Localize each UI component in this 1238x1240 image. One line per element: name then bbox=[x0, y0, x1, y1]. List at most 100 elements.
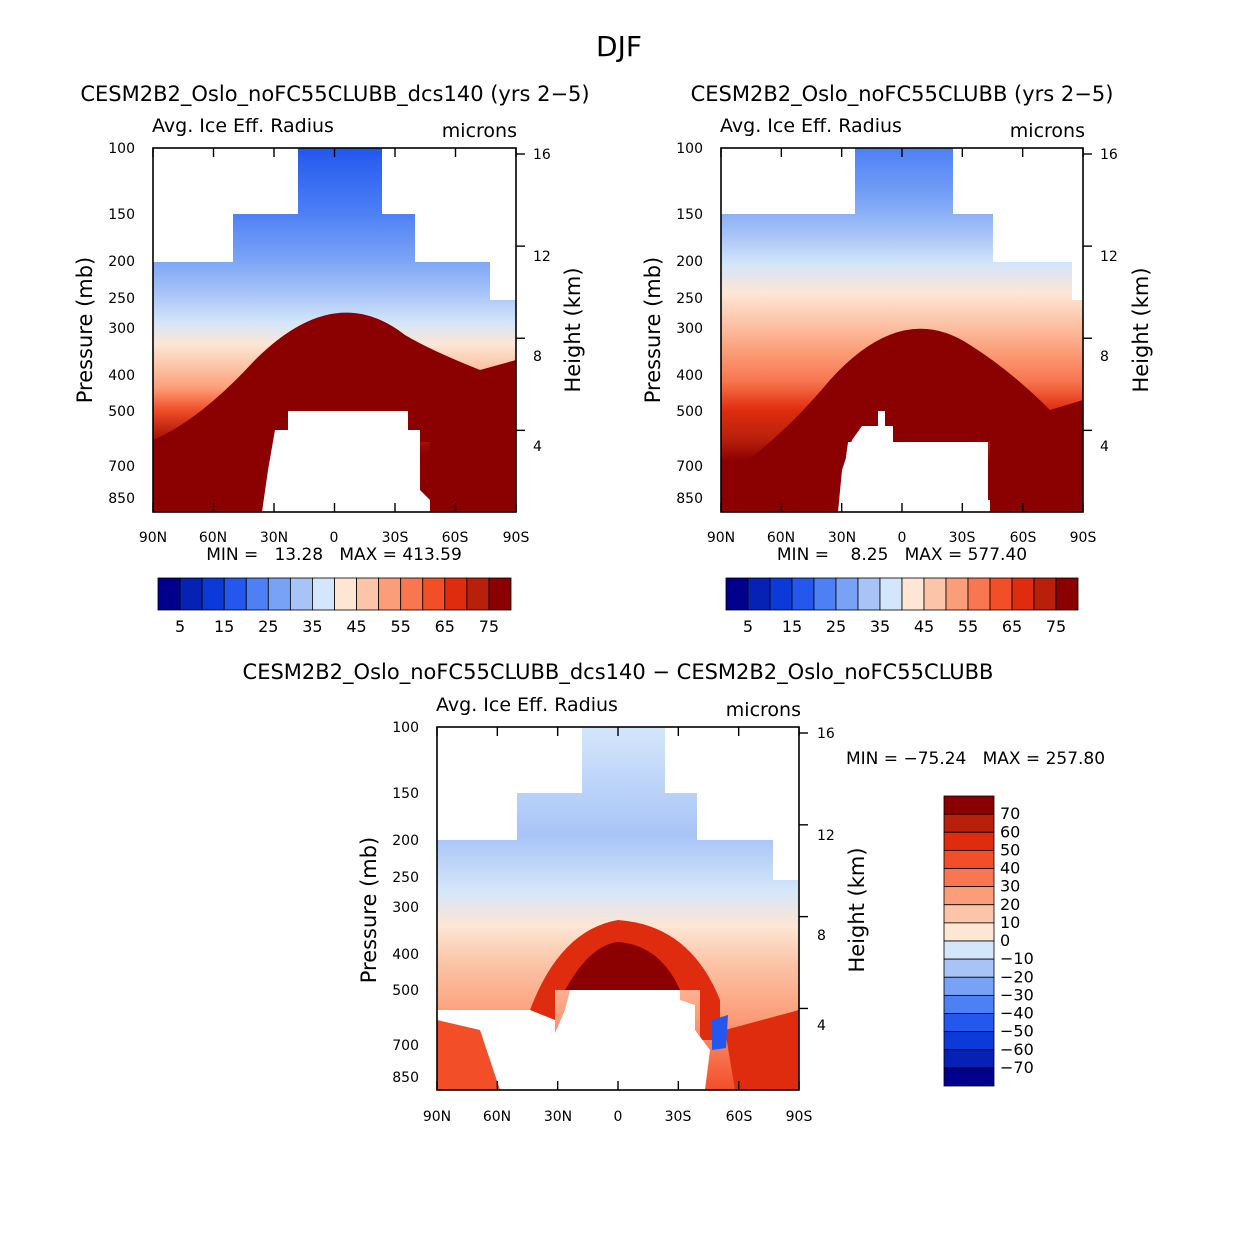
panel-3-lower-left-warm bbox=[437, 1020, 500, 1090]
colorbar-label: 55 bbox=[391, 617, 411, 636]
colorbar-swatch bbox=[945, 577, 969, 611]
panel-3-y-tick: 250 bbox=[392, 870, 419, 886]
panel-3-y-tick: 850 bbox=[392, 1070, 419, 1086]
panel-2-variable-label: Avg. Ice Eff. Radius bbox=[720, 115, 902, 137]
panel-2-x-tick: 0 bbox=[898, 530, 907, 546]
colorbar-label: 5 bbox=[743, 617, 753, 636]
panel-2-y-tick: 500 bbox=[676, 404, 703, 420]
colorbar-label: 0 bbox=[1000, 931, 1010, 950]
colorbar-swatch bbox=[400, 577, 424, 611]
panel-2-y-tick: 100 bbox=[676, 141, 703, 157]
panel-3-title: CESM2B2_Oslo_noFC55CLUBB_dcs140 − CESM2B… bbox=[243, 660, 994, 685]
panel-3-x-tick: 0 bbox=[614, 1109, 623, 1125]
panel-1: CESM2B2_Oslo_noFC55CLUBB_dcs140 (yrs 2−5… bbox=[73, 82, 590, 636]
panel-3-variable-label: Avg. Ice Eff. Radius bbox=[436, 694, 618, 716]
colorbar-swatch bbox=[943, 831, 995, 851]
colorbar-swatch bbox=[943, 868, 995, 888]
colorbar-swatch bbox=[444, 577, 468, 611]
colorbar-swatch bbox=[943, 795, 995, 815]
panel-1-x-tick: 30S bbox=[382, 530, 409, 546]
panel-2-y-tick: 150 bbox=[676, 207, 703, 223]
figure-title: DJF bbox=[596, 30, 642, 63]
panel-1-field bbox=[153, 148, 516, 512]
panel-3-height-tick: 12 bbox=[817, 828, 835, 844]
panel-3-missing-region bbox=[548, 990, 710, 1090]
panel-3-negative-spot bbox=[712, 1015, 728, 1050]
panel-1-y-tick: 250 bbox=[108, 291, 135, 307]
colorbar-swatch bbox=[201, 577, 225, 611]
colorbar-swatch bbox=[267, 577, 291, 611]
colorbar-swatch bbox=[943, 813, 995, 833]
colorbar-label: 10 bbox=[1000, 913, 1020, 932]
colorbar-swatch bbox=[245, 577, 269, 611]
panel-3-max-core bbox=[565, 942, 680, 990]
panel-1-x-tick: 90S bbox=[503, 530, 530, 546]
panel-1-colorbar: 5 15 25 35 45 55 65 75 bbox=[157, 577, 512, 636]
colorbar-swatch bbox=[923, 577, 947, 611]
panel-1-units-label: microns bbox=[442, 120, 517, 142]
panel-3-height-ticks: 16 12 8 4 bbox=[817, 726, 835, 1034]
panel-2-missing-region bbox=[838, 411, 990, 512]
panel-3-tick-marks bbox=[436, 727, 808, 1090]
panel-1-y-axis-label: Pressure (mb) bbox=[73, 257, 97, 404]
colorbar-label: 45 bbox=[346, 617, 366, 636]
colorbar-swatch bbox=[901, 577, 925, 611]
colorbar-label: 70 bbox=[1000, 804, 1020, 823]
panel-1-y-tick: 100 bbox=[108, 141, 135, 157]
colorbar-swatch bbox=[989, 577, 1013, 611]
colorbar-label: 20 bbox=[1000, 895, 1020, 914]
panel-3-right-axis-label: Height (km) bbox=[845, 847, 869, 972]
panel-2-height-tick: 8 bbox=[1100, 349, 1109, 365]
colorbar-swatch bbox=[466, 577, 490, 611]
colorbar-swatch bbox=[879, 577, 903, 611]
panel-2-height-tick: 4 bbox=[1100, 439, 1109, 455]
colorbar-swatch bbox=[157, 577, 181, 611]
colorbar-label: −30 bbox=[1000, 985, 1034, 1004]
panel-3-height-tick: 4 bbox=[817, 1018, 826, 1034]
colorbar-swatch bbox=[943, 1067, 995, 1087]
panel-2-x-tick: 90N bbox=[707, 530, 735, 546]
colorbar-swatch bbox=[791, 577, 815, 611]
colorbar-label: 35 bbox=[870, 617, 890, 636]
colorbar-swatch bbox=[223, 577, 247, 611]
panel-2-title: CESM2B2_Oslo_noFC55CLUBB (yrs 2−5) bbox=[691, 82, 1114, 107]
colorbar-label: 75 bbox=[1046, 617, 1066, 636]
panel-3-y-axis-label: Pressure (mb) bbox=[357, 837, 381, 984]
panel-1-height-tick: 16 bbox=[533, 147, 551, 163]
panel-1-y-tick: 300 bbox=[108, 321, 135, 337]
colorbar-swatch bbox=[943, 1049, 995, 1069]
panel-2-x-tick: 90S bbox=[1070, 530, 1097, 546]
panel-1-height-tick: 4 bbox=[533, 439, 542, 455]
panel-3-y-tick: 300 bbox=[392, 900, 419, 916]
panel-3: CESM2B2_Oslo_noFC55CLUBB_dcs140 − CESM2B… bbox=[243, 660, 1106, 1125]
panel-1-y-tick: 200 bbox=[108, 254, 135, 270]
colorbar-swatch bbox=[967, 577, 991, 611]
colorbar-label: 75 bbox=[479, 617, 499, 636]
panel-2-y-tick: 850 bbox=[676, 491, 703, 507]
panel-1-y-tick: 400 bbox=[108, 368, 135, 384]
panel-3-y-tick: 400 bbox=[392, 947, 419, 963]
panel-2-x-tick: 30N bbox=[828, 530, 856, 546]
panel-2-y-tick: 400 bbox=[676, 368, 703, 384]
colorbar-label: 55 bbox=[958, 617, 978, 636]
panel-1-x-ticks: 90N 60N 30N 0 30S 60S 90S bbox=[139, 530, 530, 546]
panel-2-height-tick: 16 bbox=[1100, 147, 1118, 163]
colorbar-label: 15 bbox=[782, 617, 802, 636]
panel-1-x-tick: 90N bbox=[139, 530, 167, 546]
colorbar-swatch bbox=[356, 577, 380, 611]
colorbar-label: 25 bbox=[258, 617, 278, 636]
colorbar-label: 65 bbox=[1002, 617, 1022, 636]
colorbar-swatch bbox=[312, 577, 335, 611]
colorbar-swatch bbox=[488, 577, 512, 611]
panel-3-x-tick: 30N bbox=[544, 1109, 572, 1125]
colorbar-label: 45 bbox=[914, 617, 934, 636]
panel-2-y-tick: 250 bbox=[676, 291, 703, 307]
panel-1-height-ticks: 16 12 8 4 bbox=[533, 147, 551, 455]
panel-1-x-tick: 60N bbox=[199, 530, 227, 546]
panel-1-min-max: MIN = 13.28 MAX = 413.59 bbox=[206, 545, 462, 565]
colorbar-swatch bbox=[943, 1013, 995, 1033]
colorbar-swatch bbox=[943, 922, 995, 942]
colorbar-label: −10 bbox=[1000, 949, 1034, 968]
colorbar-label: 60 bbox=[1000, 822, 1020, 841]
colorbar-swatch bbox=[334, 577, 357, 611]
